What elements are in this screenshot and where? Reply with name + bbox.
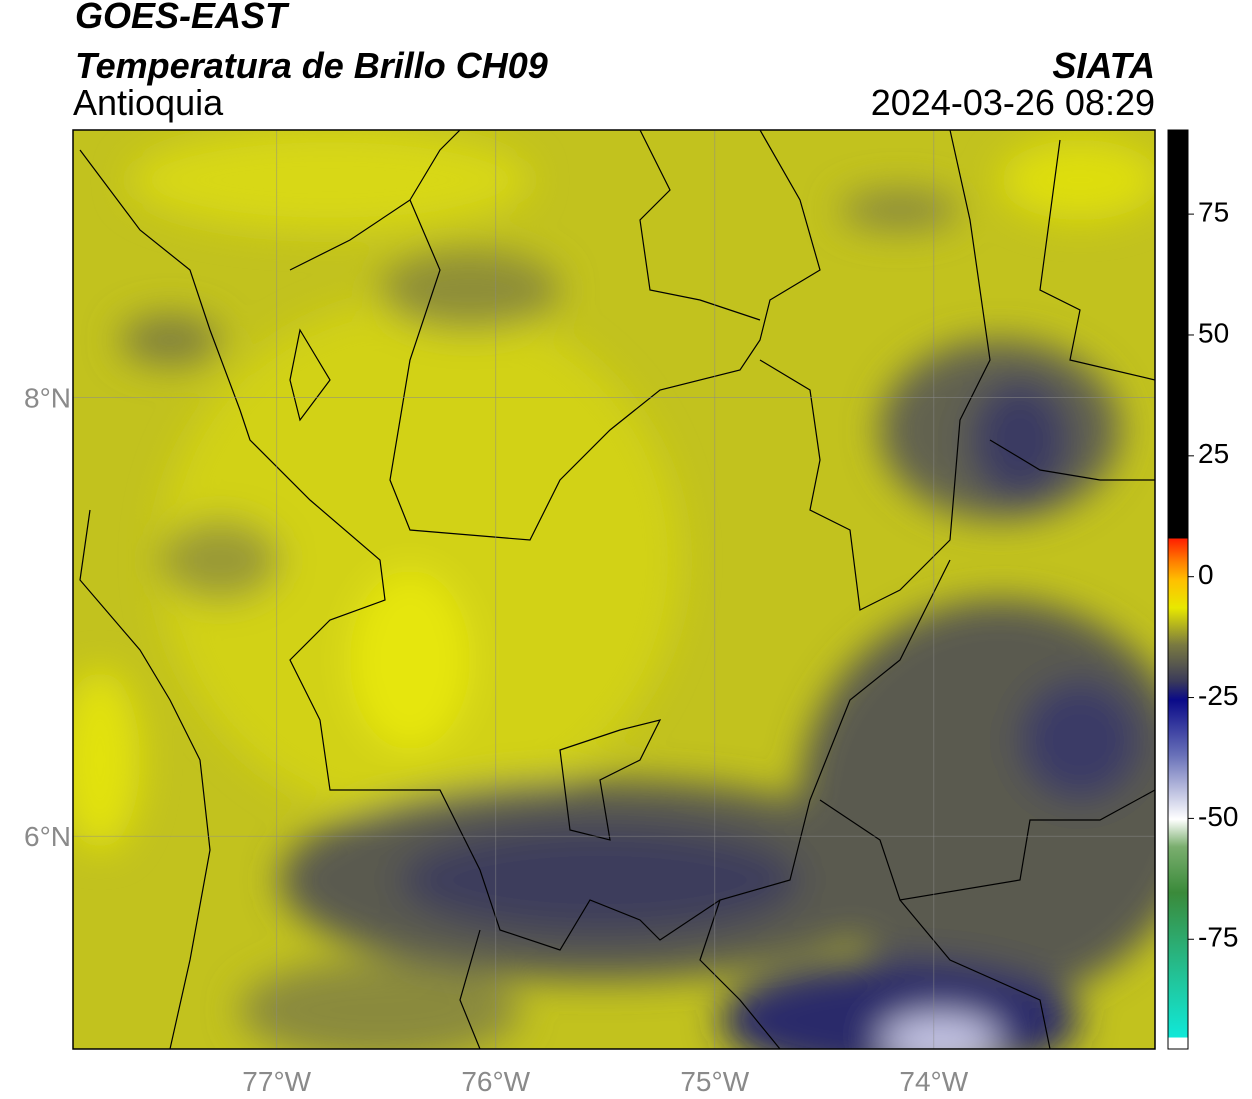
subtitle: Temperatura de Brillo CH09 — [75, 45, 548, 86]
x-tick-label: 76°W — [461, 1066, 530, 1097]
region: Antioquia — [73, 82, 224, 123]
x-tick-label: 74°W — [899, 1066, 968, 1097]
x-tick-label: 75°W — [680, 1066, 749, 1097]
datetime: 2024-03-26 08:29 — [871, 82, 1155, 123]
x-tick-label: 77°W — [242, 1066, 311, 1097]
source: SIATA — [1052, 45, 1155, 86]
colorbar-tick-label: -25 — [1198, 680, 1238, 711]
colorbar-tick-label: 75 — [1198, 197, 1229, 228]
colorbar — [1167, 129, 1189, 1050]
map-image — [73, 130, 1155, 1049]
map-frame — [72, 129, 1156, 1050]
colorbar-tick-label: 0 — [1198, 559, 1214, 590]
colorbar-tick-label: 50 — [1198, 317, 1229, 348]
y-tick-label: 6°N — [24, 821, 71, 852]
colorbar-tick-label: -50 — [1198, 801, 1238, 832]
y-tick-label: 8°N — [24, 383, 71, 414]
colorbar-tick-label: -75 — [1198, 922, 1238, 953]
title: GOES-EAST — [75, 0, 290, 36]
colorbar-tick-label: 25 — [1198, 438, 1229, 469]
